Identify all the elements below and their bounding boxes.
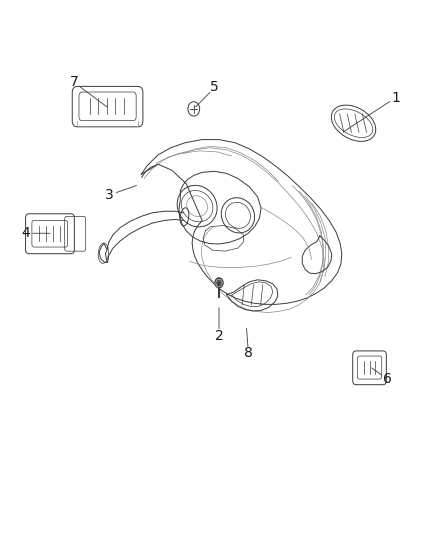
- Text: 8: 8: [244, 346, 253, 360]
- Text: 4: 4: [21, 226, 30, 240]
- Text: 3: 3: [105, 188, 114, 202]
- Text: 2: 2: [215, 328, 223, 343]
- Circle shape: [215, 278, 223, 288]
- Text: 1: 1: [391, 91, 400, 104]
- Text: 6: 6: [383, 372, 392, 386]
- Text: 5: 5: [210, 80, 219, 94]
- Text: 7: 7: [70, 75, 78, 90]
